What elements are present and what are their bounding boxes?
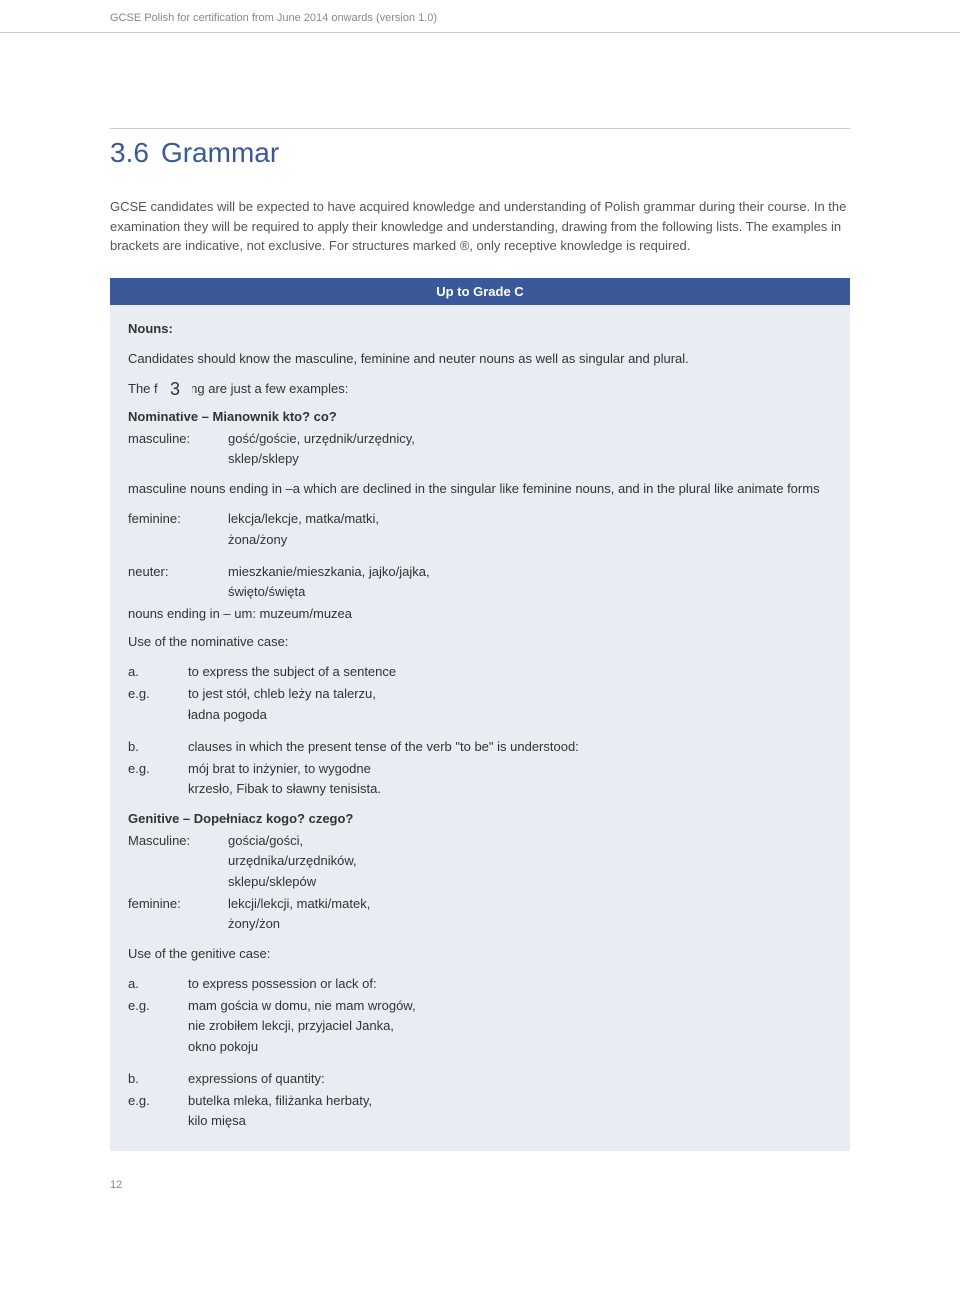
side-tab: 3 — [158, 368, 192, 412]
nom-use-b: b. clauses in which the present tense of… — [128, 737, 832, 757]
masculine-note: masculine nouns ending in –a which are d… — [128, 479, 832, 499]
nominative-use-title: Use of the nominative case: — [128, 632, 832, 652]
nominative-masculine-row: masculine: gość/goście, urzędnik/urzędni… — [128, 429, 832, 469]
gen-use-a: a. to express possession or lack of: — [128, 974, 832, 994]
um-note: nouns ending in – um: muzeum/muzea — [128, 604, 832, 624]
nom-a-eg-label: e.g. — [128, 684, 188, 724]
gen-a-eg-value: mam gościa w domu, nie mam wrogów, nie z… — [188, 996, 832, 1056]
nom-b-label: b. — [128, 737, 188, 757]
nom-b-value: clauses in which the present tense of th… — [188, 737, 832, 757]
nouns-intro2: The following are just a few examples: — [128, 379, 832, 399]
gen-a-eg-label: e.g. — [128, 996, 188, 1056]
genitive-use-title: Use of the genitive case: — [128, 944, 832, 964]
gen-fem-value: lekcji/lekcji, matki/matek, żony/żon — [228, 894, 832, 934]
section-rule — [110, 128, 850, 129]
section-title: 3.6 Grammar — [110, 137, 850, 169]
nom-a-label: a. — [128, 662, 188, 682]
section-name: Grammar — [161, 137, 279, 168]
gen-use-b: b. expressions of quantity: — [128, 1069, 832, 1089]
gen-masc-label: Masculine: — [128, 831, 228, 891]
nom-b-eg-label: e.g. — [128, 759, 188, 799]
neuter-label: neuter: — [128, 562, 228, 602]
feminine-value: lekcja/lekcje, matka/matki, żona/żony — [228, 509, 832, 549]
gen-a-value: to express possession or lack of: — [188, 974, 832, 994]
nom-use-a-eg: e.g. to jest stół, chleb leży na talerzu… — [128, 684, 832, 724]
nominative-neuter-row: neuter: mieszkanie/mieszkania, jajko/jaj… — [128, 562, 832, 602]
nom-b-eg-value: mój brat to inżynier, to wygodne krzesło… — [188, 759, 832, 799]
genitive-title: Genitive – Dopełniacz kogo? czego? — [128, 809, 832, 829]
intro-paragraph: GCSE candidates will be expected to have… — [110, 197, 850, 256]
gen-use-a-eg: e.g. mam gościa w domu, nie mam wrogów, … — [128, 996, 832, 1056]
gen-b-value: expressions of quantity: — [188, 1069, 832, 1089]
genitive-feminine-row: feminine: lekcji/lekcji, matki/matek, żo… — [128, 894, 832, 934]
running-header: GCSE Polish for certification from June … — [0, 0, 960, 33]
genitive-masculine-row: Masculine: gościa/gości, urzędnika/urzęd… — [128, 831, 832, 891]
gen-a-label: a. — [128, 974, 188, 994]
nominative-title: Nominative – Mianownik kto? co? — [128, 407, 832, 427]
gen-b-eg-value: butelka mleka, filiżanka herbaty, kilo m… — [188, 1091, 832, 1131]
table-body: 3 Nouns: Candidates should know the masc… — [110, 305, 850, 1152]
neuter-value: mieszkanie/mieszkania, jajko/jajka, świę… — [228, 562, 832, 602]
gen-fem-label: feminine: — [128, 894, 228, 934]
masculine-label: masculine: — [128, 429, 228, 469]
gen-masc-value: gościa/gości, urzędnika/urzędników, skle… — [228, 831, 832, 891]
gen-b-eg-label: e.g. — [128, 1091, 188, 1131]
nom-use-b-eg: e.g. mój brat to inżynier, to wygodne kr… — [128, 759, 832, 799]
nom-a-value: to express the subject of a sentence — [188, 662, 832, 682]
gen-b-label: b. — [128, 1069, 188, 1089]
page-number: 12 — [0, 1151, 960, 1211]
page-content: 3.6 Grammar GCSE candidates will be expec… — [0, 128, 960, 1151]
nouns-intro1: Candidates should know the masculine, fe… — [128, 349, 832, 369]
section-number: 3.6 — [110, 137, 149, 168]
nom-a-eg-value: to jest stół, chleb leży na talerzu, ład… — [188, 684, 832, 724]
feminine-label: feminine: — [128, 509, 228, 549]
nouns-heading: Nouns: — [128, 319, 832, 339]
masculine-value: gość/goście, urzędnik/urzędnicy, sklep/s… — [228, 429, 832, 469]
table-header: Up to Grade C — [110, 278, 850, 305]
nom-use-a: a. to express the subject of a sentence — [128, 662, 832, 682]
nominative-feminine-row: feminine: lekcja/lekcje, matka/matki, żo… — [128, 509, 832, 549]
gen-use-b-eg: e.g. butelka mleka, filiżanka herbaty, k… — [128, 1091, 832, 1131]
